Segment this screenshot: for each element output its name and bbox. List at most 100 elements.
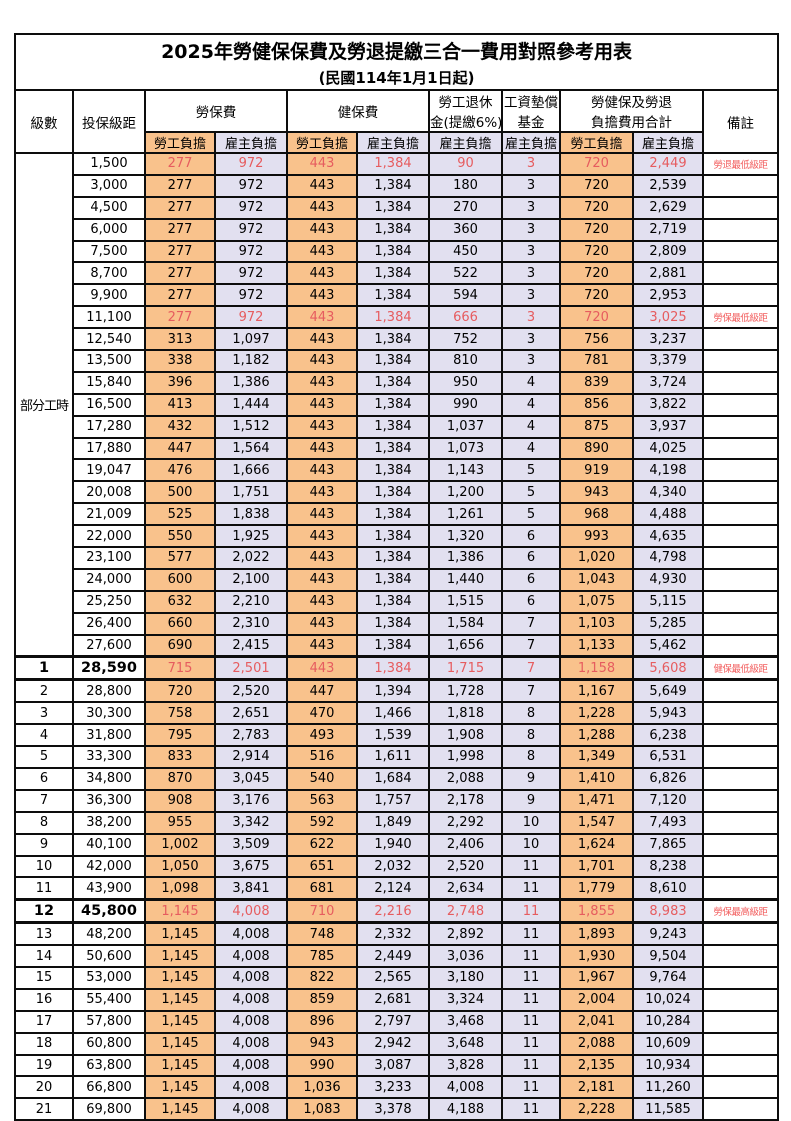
subheader-health-employee: 勞工負擔 <box>286 131 358 154</box>
page-title: 2025年勞健保保費及勞退提繳三合一費用對照參考用表 <box>13 33 780 65</box>
bracket-cell: 16,500 <box>72 392 146 417</box>
health-employer-cell: 2,449 <box>356 944 430 968</box>
pension-employer-cell: 90 <box>428 152 503 176</box>
total-employee-cell: 943 <box>559 480 634 505</box>
total-employer-cell: 2,629 <box>632 195 704 220</box>
table-row: 7 36,300 908 3,176 563 1,757 2,178 9 1,471 7,120 <box>14 788 780 813</box>
wage-fund-employer-cell: 6 <box>501 567 561 592</box>
pension-employer-cell: 594 <box>428 283 503 308</box>
bracket-cell: 66,800 <box>72 1075 146 1100</box>
labor-employer-cell: 3,509 <box>214 832 288 857</box>
health-employer-cell: 1,384 <box>356 173 430 198</box>
total-employee-cell: 1,228 <box>559 701 634 726</box>
bracket-cell: 15,840 <box>72 370 146 395</box>
labor-employer-cell: 4,008 <box>214 1075 288 1100</box>
total-employer-cell: 4,198 <box>632 458 704 483</box>
labor-employer-cell: 4,008 <box>214 898 288 925</box>
level-cell: 11 <box>14 876 74 901</box>
total-employer-cell: 11,585 <box>632 1097 704 1121</box>
health-employer-cell: 1,394 <box>356 678 430 704</box>
total-employer-cell: 5,115 <box>632 589 704 614</box>
table-row: 3,000 277 972 443 1,384 180 3 720 2,539 <box>15 173 780 198</box>
wage-fund-employer-cell: 8 <box>501 701 561 726</box>
wage-fund-employer-cell: 3 <box>501 217 561 242</box>
pension-employer-cell: 1,515 <box>428 589 503 614</box>
bracket-cell: 9,900 <box>72 283 146 308</box>
labor-employer-cell: 1,838 <box>214 502 288 527</box>
table-row: 2 28,800 720 2,520 447 1,394 1,728 7 1,167 5,649 <box>14 678 780 704</box>
health-employer-cell: 1,384 <box>356 349 430 373</box>
wage-fund-employer-cell: 11 <box>501 944 561 968</box>
labor-employee-cell: 1,145 <box>144 944 216 968</box>
health-employer-cell: 1,384 <box>356 195 430 220</box>
bracket-cell: 4,500 <box>72 195 146 220</box>
labor-employer-cell: 1,386 <box>214 370 288 395</box>
table-row: 12 45,800 1,145 4,008 710 2,216 2,748 11 1,855 8,… <box>14 898 780 925</box>
health-employee-cell: 651 <box>286 854 358 879</box>
page-subtitle: (民國114年1月1日起) <box>13 65 780 91</box>
health-employer-cell: 1,940 <box>356 832 430 857</box>
health-employer-cell: 2,032 <box>356 854 430 879</box>
total-employer-cell: 5,943 <box>632 701 704 726</box>
total-employee-cell: 919 <box>559 458 634 483</box>
labor-employer-cell: 2,501 <box>214 655 288 682</box>
table-row: 26,400 660 2,310 443 1,384 1,584 7 1,103 5,285 <box>15 611 780 636</box>
bracket-cell: 8,700 <box>72 261 146 286</box>
health-employee-cell: 622 <box>286 832 358 857</box>
health-employer-cell: 1,384 <box>356 524 430 549</box>
pension-employer-cell: 1,261 <box>428 502 503 527</box>
total-employer-cell: 2,881 <box>632 261 704 286</box>
pension-employer-cell: 360 <box>428 217 503 242</box>
bracket-cell: 36,300 <box>72 788 146 813</box>
total-employee-cell: 1,967 <box>559 965 634 990</box>
labor-employee-cell: 660 <box>144 611 216 636</box>
labor-employer-cell: 1,666 <box>214 458 288 483</box>
labor-employee-cell: 600 <box>144 567 216 592</box>
table-row: 15 53,000 1,145 4,008 822 2,565 3,180 11 1,967 9,… <box>14 965 780 990</box>
labor-employee-cell: 432 <box>144 414 216 439</box>
health-employer-cell: 1,384 <box>356 589 430 614</box>
labor-employee-cell: 396 <box>144 370 216 395</box>
wage-fund-employer-cell: 6 <box>501 589 561 614</box>
health-employer-cell: 2,797 <box>356 1009 430 1034</box>
header-remark: 備註 <box>701 89 780 154</box>
total-employee-cell: 856 <box>559 392 634 417</box>
health-employer-cell: 1,384 <box>356 327 430 352</box>
pension-employer-cell: 270 <box>428 195 503 220</box>
health-employee-cell: 443 <box>286 195 358 220</box>
health-employee-cell: 443 <box>286 436 358 461</box>
health-employee-cell: 681 <box>286 876 358 901</box>
table-row: 8 38,200 955 3,342 592 1,849 2,292 10 1,547 7,493 <box>14 810 780 835</box>
wage-fund-employer-cell: 7 <box>501 655 561 682</box>
total-employer-cell: 6,826 <box>632 766 704 791</box>
remark-cell <box>701 810 780 835</box>
health-employer-cell: 2,332 <box>356 921 430 947</box>
health-employee-cell: 896 <box>286 1009 358 1034</box>
health-employer-cell: 1,384 <box>356 239 430 264</box>
bracket-cell: 1,500 <box>72 152 146 176</box>
health-employee-cell: 540 <box>286 766 358 791</box>
bracket-cell: 3,000 <box>72 173 146 198</box>
pension-employer-cell: 990 <box>428 392 503 417</box>
health-employee-cell: 447 <box>286 678 358 704</box>
table-row: 7,500 277 972 443 1,384 450 3 720 2,809 <box>15 239 780 264</box>
total-employer-cell: 4,340 <box>632 480 704 505</box>
health-employee-cell: 443 <box>286 349 358 373</box>
remark-cell: 勞保最高級距 <box>701 898 780 925</box>
labor-employer-cell: 972 <box>214 239 288 264</box>
labor-employer-cell: 4,008 <box>214 1031 288 1056</box>
pension-employer-cell: 1,715 <box>428 655 503 682</box>
total-employee-cell: 2,088 <box>559 1031 634 1056</box>
labor-employee-cell: 313 <box>144 327 216 352</box>
pension-employer-cell: 3,324 <box>428 987 503 1012</box>
total-employee-cell: 875 <box>559 414 634 439</box>
labor-employer-cell: 3,342 <box>214 810 288 835</box>
bracket-cell: 28,800 <box>72 678 146 704</box>
total-employer-cell: 2,449 <box>632 152 704 176</box>
health-employee-cell: 748 <box>286 921 358 947</box>
bracket-cell: 26,400 <box>72 611 146 636</box>
labor-employer-cell: 1,564 <box>214 436 288 461</box>
remark-cell <box>701 261 780 286</box>
pension-employer-cell: 4,008 <box>428 1075 503 1100</box>
pension-employer-cell: 1,320 <box>428 524 503 549</box>
